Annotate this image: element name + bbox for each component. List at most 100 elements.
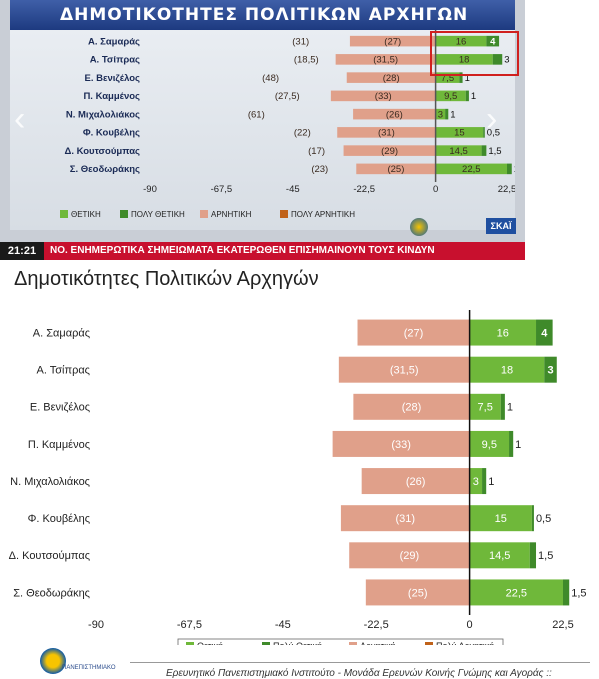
x-tick-label: 22,5 [498,184,515,195]
bar-positive [469,468,483,495]
bar-very-positive [509,430,514,457]
bar-positive [435,90,466,102]
x-tick-label: 0 [433,184,438,195]
bar-label-very-negative: (23) [308,587,328,599]
bar-label-very-negative: (27,5) [275,91,300,102]
bar-label-positive: 22,5 [506,587,527,599]
bar-positive [435,145,482,156]
bar-negative [330,90,436,102]
bar-negative [353,393,470,420]
bar-label-positive: 9,5 [444,91,457,102]
x-tick-label: -90 [88,619,104,631]
bar-label-very-positive: 1 [450,109,455,120]
bar-very-positive [486,35,500,47]
institute-logo-icon [410,218,428,236]
bar-positive [469,356,545,383]
bar-label-very-negative: (22) [294,128,311,139]
bar-label-very-positive: 0,5 [487,128,500,139]
bar-label-very-negative: (61) [225,476,245,488]
bar-label-very-negative: (61) [248,109,265,120]
bar-label-positive: 7,5 [478,402,493,414]
bar-negative [356,163,436,175]
bar-very-positive [492,54,503,65]
bar-label-positive: 15 [495,513,507,525]
bar-label-negative: (29) [381,146,398,157]
bar-label-negative: (31,5) [373,55,398,66]
tv-highlight-box [429,31,519,76]
bar-label-positive: 18 [459,55,470,66]
bar-label-negative: (29) [400,550,420,562]
chevron-right-icon[interactable]: › [486,100,498,138]
bar-negative [361,468,470,495]
bar-label-very-negative: (27,5) [261,439,290,451]
bar-label-very-positive: 3 [547,365,553,377]
bar-label-negative: (25) [387,164,404,175]
legend-label: ΑΡΝΗΤΙΚΗ [211,210,252,219]
bar-label-positive: 16 [497,327,509,339]
bar-positive [469,319,537,346]
bar-negative [343,145,436,156]
bar-label-positive: 14,5 [449,146,468,157]
bar-label-very-negative: (18,5) [286,365,315,377]
legend-swatch [60,210,68,218]
bar-label-very-negative: (31) [283,327,303,339]
legend-swatch [262,642,270,645]
legend-label: ΠΟΛΥ ΘΕΤΙΚΗ [131,210,185,219]
bar-positive [469,393,501,420]
bar-label-negative: (31,5) [390,365,419,377]
legend-label: Πολύ Αρνητική [436,641,494,645]
bar-label-very-positive: 0,5 [536,513,551,525]
bar-label-positive: 3 [473,476,479,488]
legend-swatch [120,210,128,218]
bar-label-very-negative: (48) [262,73,279,84]
category-label: Δ. Κουτσούμπας [9,550,90,562]
x-tick-label: -90 [143,184,157,195]
category-label: Α. Τσίπρας [90,55,140,66]
legend-swatch [200,210,208,218]
bar-label-positive: 3 [438,109,443,120]
bar-negative [357,319,470,346]
legend-swatch [280,210,288,218]
category-label: Π. Καμμένος [28,439,90,451]
bar-label-very-negative: (17) [308,146,325,157]
bar-negative [346,72,436,83]
bar-label-positive: 7,5 [441,73,454,84]
news-ticker: 21:21 ΝΟ. ΕΝΗΜΕΡΩΤΙΚΑ ΣΗΜΕΙΩΜΑΤΑ ΕΚΑΤΕΡΩ… [0,242,525,260]
tv-chart-svg: Α. Σαμαράς (31) (27) 16 4 Α. Τσίπρας (18,5) (31… [60,28,525,219]
bar-very-positive [507,163,512,175]
x-tick-label: -45 [275,619,291,631]
legend-label: ΠΟΛΥ ΑΡΝΗΤΙΚΗ [291,210,355,219]
category-label: Σ. Θεοδωράκης [70,164,140,175]
main-chart-svg: Α. Σαμαράς (31) (27) 16 4 Α. Τσίπρας (18,5) (31… [9,310,587,645]
bar-very-positive [544,356,557,383]
x-tick-label: -22,5 [353,184,375,195]
chevron-left-icon[interactable]: ‹ [14,100,26,138]
legend-swatch [186,642,194,645]
bar-label-negative: (25) [408,587,428,599]
bar-label-very-positive: 1 [471,91,476,102]
legend-swatch [349,642,357,645]
footer-text: Ερευνητικό Πανεπιστημιακό Ινστιτούτο - Μ… [166,668,552,679]
legend-label: Πολύ Θετική [273,641,322,645]
bar-label-very-positive: 1,5 [538,550,553,562]
bar-label-very-negative: (18,5) [294,55,319,66]
footer-divider [130,662,590,663]
category-label: Α. Σαμαράς [33,327,90,339]
category-label: Ε. Βενιζέλος [30,402,90,414]
ticker-text: ΝΟ. ΕΝΗΜΕΡΩΤΙΚΑ ΣΗΜΕΙΩΜΑΤΑ ΕΚΑΤΕΡΩΘΕΝ ΕΠ… [50,245,435,256]
bar-label-very-positive: 1 [488,476,494,488]
bar-very-positive [481,145,487,156]
bar-label-negative: (27) [404,327,424,339]
bar-very-positive [483,127,485,138]
legend-box [177,638,504,645]
tv-screenshot-panel: ΔΗΜΟΤΙΚΟΤΗΤΕΣ ΠΟΛΙΤΙΚΩΝ ΑΡΧΗΓΩΝ Α. Σαμαρ… [0,0,525,260]
bar-positive [435,163,507,175]
tv-title-bar: ΔΗΜΟΤΙΚΟΤΗΤΕΣ ΠΟΛΙΤΙΚΩΝ ΑΡΧΗΓΩΝ [10,0,515,30]
x-tick-label: 0 [467,619,473,631]
bar-label-negative: (31) [378,128,395,139]
bar-label-very-positive: 1,5 [514,164,515,175]
legend-label: Θετική [197,641,223,645]
legend-label: ΘΕΤΙΚΗ [71,210,101,219]
chart-title: Δημοτικότητες Πολιτικών Αρχηγών [14,268,319,290]
bar-very-positive [529,542,537,569]
